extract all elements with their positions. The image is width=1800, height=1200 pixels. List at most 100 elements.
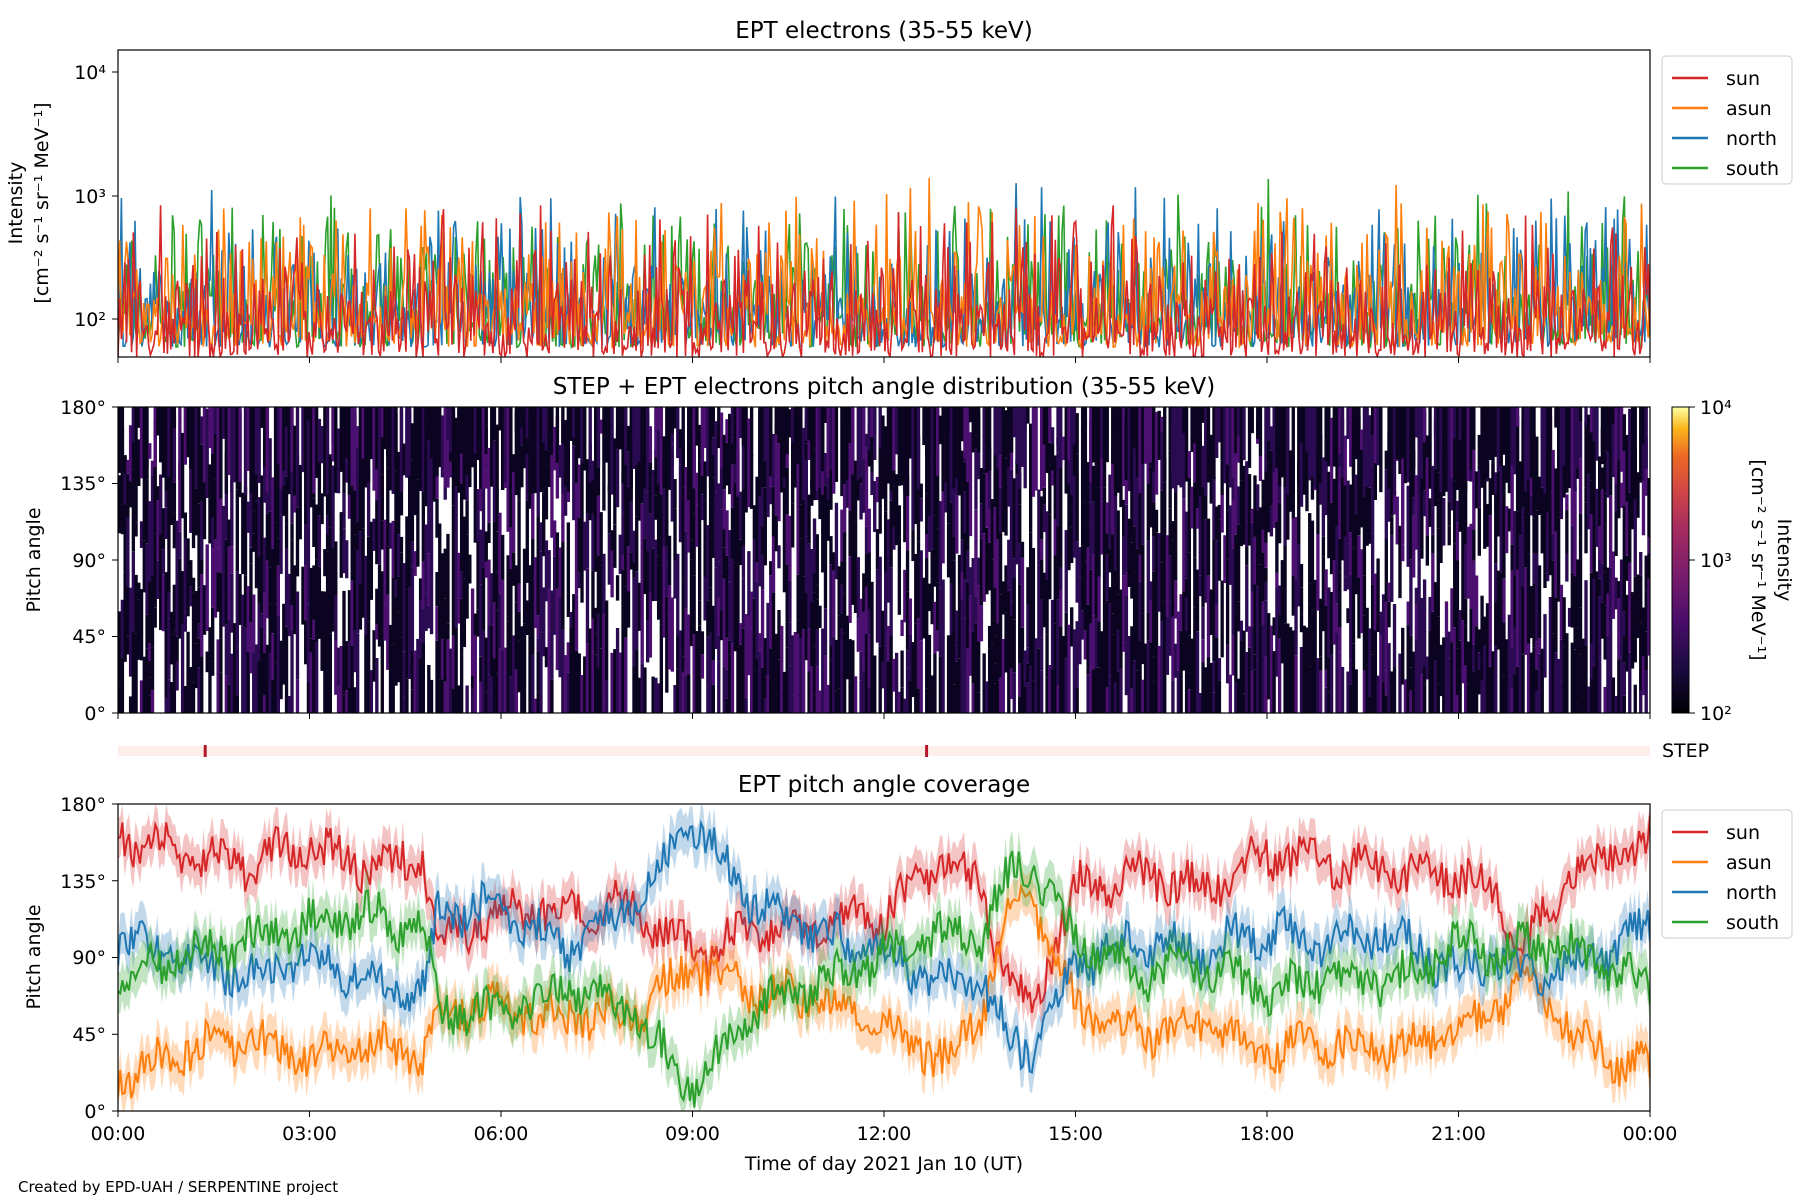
heatmap-cell (1094, 554, 1098, 619)
heatmap-cell (1012, 407, 1016, 438)
heatmap-cell (1209, 434, 1213, 504)
heatmap-cell (1453, 627, 1457, 713)
heatmap-cell (864, 633, 869, 713)
heatmap-cell (167, 472, 171, 505)
panel1-ytick-label: 10⁴ (74, 62, 106, 84)
heatmap-cell (282, 407, 286, 471)
heatmap-cell (1409, 635, 1413, 668)
heatmap-cell (1209, 589, 1213, 635)
heatmap-cell (1458, 640, 1462, 672)
heatmap-cell (862, 407, 866, 460)
heatmap-cell (864, 447, 869, 527)
heatmap-cell (304, 524, 308, 566)
heatmap-cell (741, 407, 746, 446)
heatmap-cell (492, 440, 497, 522)
heatmap-cell (1308, 407, 1312, 481)
heatmap-cell (1168, 450, 1172, 509)
heatmap-cell (1184, 630, 1189, 713)
heatmap-cell (719, 571, 724, 610)
heatmap-cell (216, 639, 220, 713)
heatmap-cell (935, 528, 940, 583)
heatmap-cell (167, 618, 171, 680)
heatmap-cell (1439, 468, 1443, 533)
heatmap-cell (1132, 572, 1137, 661)
heatmap-cell (1589, 572, 1594, 644)
heatmap-cell (148, 582, 152, 644)
heatmap-cell (1354, 407, 1358, 460)
heatmap-cell (1113, 622, 1118, 682)
heatmap-cell (260, 627, 264, 713)
heatmap-cell (262, 695, 267, 713)
heatmap-cell (741, 407, 746, 490)
colorbar (1671, 406, 1690, 714)
heatmap-cell (380, 630, 384, 713)
heatmap-cell (1559, 584, 1564, 640)
heatmap-cell (1551, 533, 1555, 561)
heatmap-cell (1447, 407, 1451, 455)
heatmap-cell (1450, 458, 1454, 511)
heatmap-cell (996, 680, 1000, 713)
heatmap-cell (1387, 488, 1391, 522)
heatmap-cell (243, 407, 248, 496)
heatmap-cell (892, 658, 896, 692)
panel2-ytick-label: 90° (72, 550, 106, 572)
heatmap-cell (1012, 478, 1016, 559)
heatmap-cell (684, 675, 688, 713)
heatmap-cell (873, 481, 877, 532)
x-axis-ticks: 00:00 03:00 06:00 09:00 12:00 15:00 18:00 21:00… (91, 357, 1677, 1145)
heatmap-cell (697, 534, 702, 601)
heatmap-cell (1324, 440, 1328, 516)
heatmap-cell (145, 648, 149, 713)
heatmap-cell (416, 479, 420, 567)
heatmap-cell (829, 439, 833, 510)
heatmap-cell (697, 424, 702, 460)
heatmap-cell (364, 407, 368, 488)
heatmap-cell (900, 687, 904, 713)
heatmap-cell (230, 546, 234, 574)
heatmap-cell (1526, 466, 1531, 555)
heatmap-cell (211, 661, 215, 676)
heatmap-cell (711, 660, 715, 685)
heatmap-cell (618, 534, 622, 574)
heatmap-cell (383, 604, 387, 641)
heatmap-cell (722, 666, 726, 713)
heatmap-cell (331, 407, 335, 462)
heatmap-cell (243, 575, 248, 628)
heatmap-cell (744, 614, 748, 698)
heatmap-cell (1346, 671, 1350, 713)
heatmap-cell (1018, 543, 1022, 585)
heatmap-cell (1124, 504, 1129, 573)
heatmap-cell (1472, 671, 1476, 713)
heatmap-cell (681, 671, 685, 713)
heatmap-cell (366, 468, 371, 537)
heatmap-cell (1239, 620, 1243, 641)
heatmap-cell (717, 561, 721, 597)
heatmap-cell (1411, 515, 1416, 578)
heatmap-cell (1488, 478, 1492, 516)
heatmap-cell (522, 407, 527, 458)
heatmap-cell (1135, 670, 1140, 713)
heatmap-cell (1340, 666, 1345, 713)
heatmap-cell (1018, 696, 1022, 713)
heatmap-cell (1173, 407, 1178, 493)
heatmap-cell (569, 407, 573, 441)
heatmap-cell (1012, 577, 1016, 620)
heatmap-cell (161, 508, 166, 550)
panel2-ytick-label: 45° (72, 626, 106, 648)
heatmap-cell (1086, 604, 1090, 675)
heatmap-cell (637, 407, 642, 462)
heatmap-cell (1195, 455, 1200, 509)
heatmap-cell (810, 479, 814, 506)
heatmap-cell (167, 505, 171, 593)
heatmap-cell (867, 634, 871, 649)
heatmap-cell (1581, 696, 1585, 713)
heatmap-cell (777, 434, 781, 522)
heatmap-cell (591, 618, 595, 652)
heatmap-cell (1474, 626, 1479, 713)
heatmap-cell (1546, 441, 1550, 513)
heatmap-cell (1195, 407, 1200, 456)
heatmap-cell (1349, 407, 1353, 467)
heatmap-cell (514, 669, 519, 713)
x-tick-label: 06:00 (474, 1123, 529, 1145)
heatmap-cell (246, 501, 250, 533)
